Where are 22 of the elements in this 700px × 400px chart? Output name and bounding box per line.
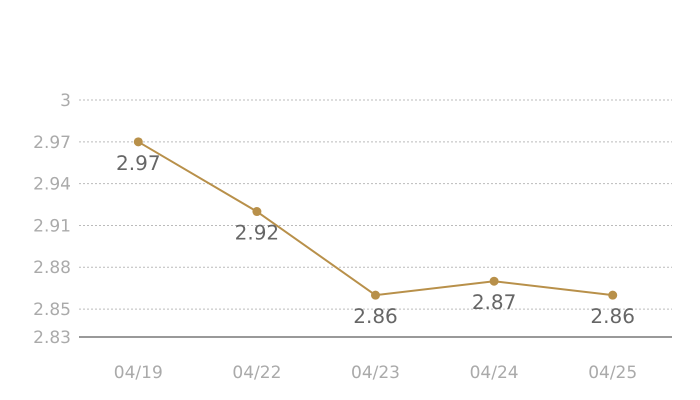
data-label: 2.86: [353, 304, 398, 328]
y-tick-label: 2.83: [33, 328, 71, 348]
point: [608, 290, 618, 300]
point: [490, 276, 499, 286]
y-tick-label: 2.97: [33, 132, 71, 153]
point: [134, 137, 143, 146]
x-tick-label: 04/23: [351, 363, 400, 383]
point: [371, 290, 380, 300]
y-tick-label: 2.88: [33, 258, 71, 278]
data-label: 2.87: [472, 290, 516, 314]
y-tick-label: 2.91: [33, 216, 71, 236]
x-tick-label: 04/25: [588, 363, 638, 383]
y-tick-label: 2.94: [33, 174, 71, 195]
x-tick-label: 04/19: [114, 363, 163, 383]
y-tick-label: 3: [60, 90, 71, 111]
data-label: 2.92: [234, 220, 280, 245]
point: [252, 207, 262, 216]
data-label: 2.97: [116, 150, 161, 175]
y-tick-label: 2.85: [33, 300, 71, 320]
x-tick-label: 04/24: [470, 363, 519, 383]
data-label: 2.86: [590, 304, 635, 328]
x-tick-label: 04/22: [232, 363, 282, 383]
